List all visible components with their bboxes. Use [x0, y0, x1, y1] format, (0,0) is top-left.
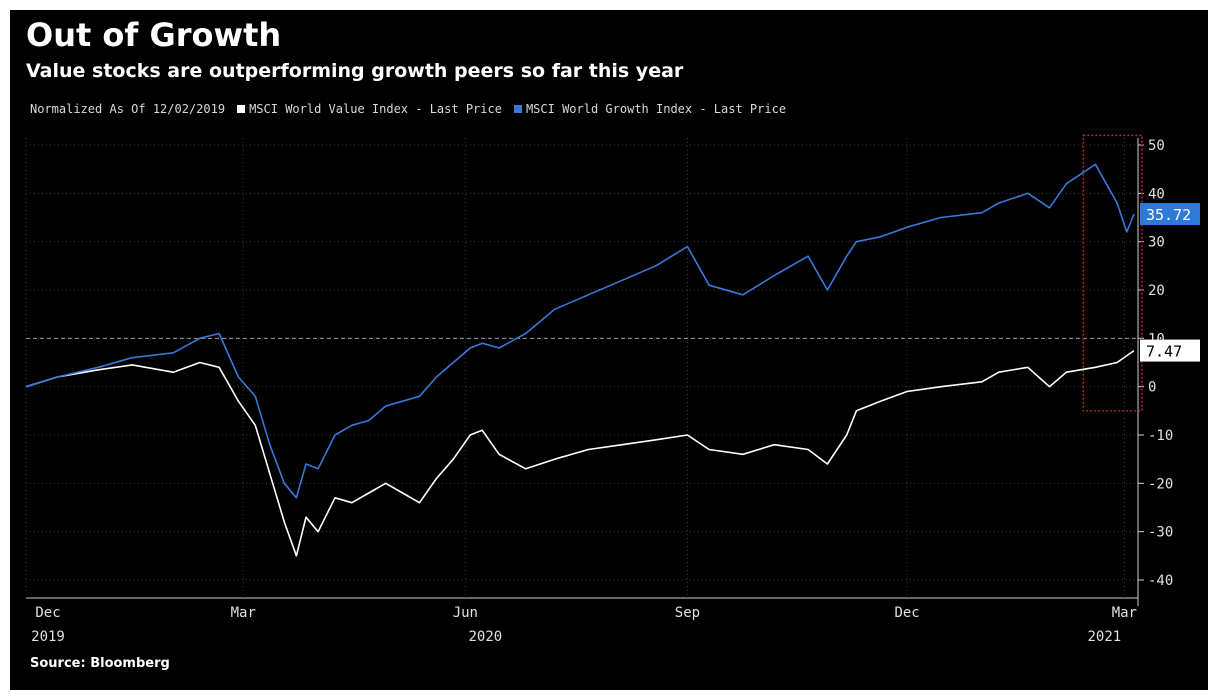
y-tick-label: -10	[1148, 428, 1173, 444]
source-note: Source: Bloomberg	[30, 656, 170, 671]
chart-legend: Normalized As Of 12/02/2019 MSCI World V…	[30, 102, 786, 116]
normalized-label: Normalized As Of 12/02/2019	[30, 102, 226, 116]
chart-subtitle: Value stocks are outperforming growth pe…	[26, 60, 684, 82]
x-tick-sublabel: 2019	[31, 629, 65, 645]
growth-last-label: 35.72	[1146, 206, 1191, 224]
x-tick-label: Mar	[231, 605, 256, 621]
x-tick-sublabel: 2020	[468, 629, 502, 645]
chart-title: Out of Growth	[26, 16, 282, 54]
y-tick-label: 30	[1148, 235, 1165, 251]
y-tick-label: -20	[1148, 476, 1173, 492]
x-tick-label: Jun	[453, 605, 478, 621]
x-tick-label: Dec	[894, 605, 919, 621]
value-last-label: 7.47	[1146, 343, 1182, 361]
value-index-line	[25, 349, 1135, 557]
y-tick-label: -30	[1148, 525, 1173, 541]
y-tick-label: 20	[1148, 283, 1165, 299]
x-tick-label: Mar	[1112, 605, 1137, 621]
growth-last-badge	[1140, 203, 1200, 226]
x-tick-sublabel: 2021	[1087, 629, 1121, 645]
chart-frame: Out of Growth Value stocks are outperfor…	[10, 10, 1208, 690]
y-tick-label: 40	[1148, 186, 1165, 202]
value-last-badge	[1140, 339, 1200, 362]
y-tick-label: 50	[1148, 138, 1165, 154]
growth-legend-swatch	[513, 105, 522, 113]
value-legend-label: MSCI World Value Index - Last Price	[249, 102, 502, 116]
growth-index-line	[25, 163, 1135, 499]
x-tick-label: Dec	[35, 605, 60, 621]
y-tick-label: 0	[1148, 380, 1156, 396]
x-tick-label: Sep	[675, 605, 700, 621]
value-legend-swatch	[237, 105, 246, 113]
highlight-box	[1082, 134, 1143, 412]
growth-legend-label: MSCI World Growth Index - Last Price	[525, 102, 787, 116]
y-tick-label: -40	[1148, 573, 1173, 589]
